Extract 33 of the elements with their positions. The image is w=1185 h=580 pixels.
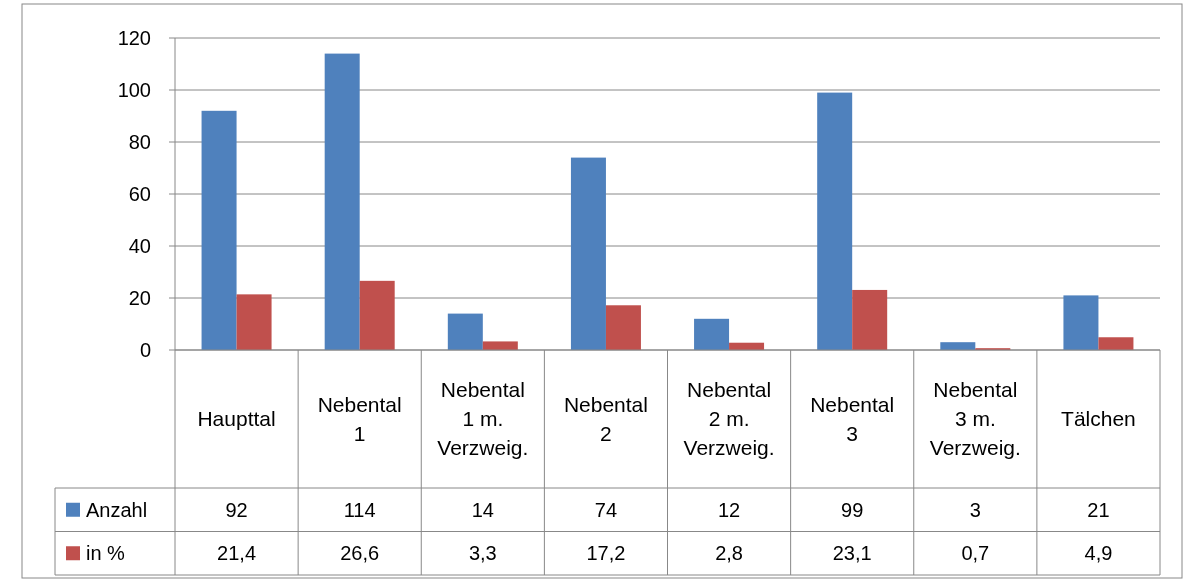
legend-label: in % <box>86 542 126 565</box>
data-label: 12 <box>717 498 741 521</box>
x-tick-label: Tälchen <box>1061 407 1136 431</box>
data-label: 14 <box>471 498 494 521</box>
data-label: 114 <box>343 498 376 521</box>
data-label: 2,8 <box>715 542 743 565</box>
data-label: 21,4 <box>217 542 257 565</box>
legend-label: Anzahl <box>86 498 148 521</box>
data-label: 4,9 <box>1084 542 1113 565</box>
x-tick-label: Haupttal <box>197 407 276 431</box>
data-label: 23,1 <box>832 542 872 565</box>
y-tick-label: 120 <box>117 27 151 49</box>
data-label: 92 <box>225 498 248 521</box>
x-tick-label: Nebental 1 <box>317 392 402 445</box>
data-label: 74 <box>594 498 618 521</box>
data-label: 3 <box>969 498 981 521</box>
y-tick-label: 100 <box>117 79 151 101</box>
data-label: 3,3 <box>468 542 497 565</box>
y-tick-label: 20 <box>128 287 151 309</box>
y-tick-label: 60 <box>128 183 151 205</box>
x-tick-label: Nebental 1 m. Verzweig. <box>437 378 529 460</box>
data-label: 0,7 <box>961 542 990 565</box>
y-tick-label: 40 <box>128 235 151 257</box>
data-label: 26,6 <box>340 542 380 565</box>
y-tick-label: 80 <box>128 131 151 153</box>
x-tick-label: Nebental 2 m. Verzweig. <box>683 378 775 460</box>
data-label: 17,2 <box>586 542 626 565</box>
x-tick-label: Nebental 3 <box>810 392 895 445</box>
data-label: 99 <box>841 498 864 521</box>
x-tick-label: Nebental 2 <box>563 392 648 445</box>
y-tick-label: 0 <box>139 339 151 361</box>
x-tick-label: Nebental 3 m. Verzweig. <box>929 378 1021 460</box>
data-label: 21 <box>1087 498 1110 521</box>
